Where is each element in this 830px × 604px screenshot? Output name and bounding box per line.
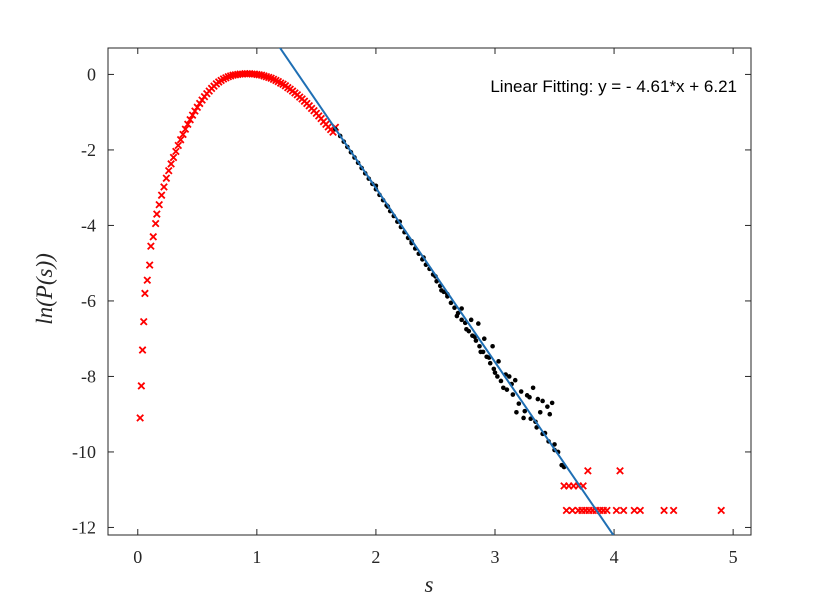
data-point-red-x bbox=[568, 506, 577, 515]
data-point-red-x bbox=[152, 210, 161, 218]
data-point-black-dot bbox=[549, 400, 555, 406]
data-point-black-dot bbox=[501, 385, 506, 391]
data-point-black-dot bbox=[504, 387, 510, 392]
data-point-red-x bbox=[669, 506, 678, 515]
data-point-black-dot bbox=[498, 378, 504, 384]
data-point-black-dot bbox=[540, 398, 545, 404]
data-point-red-x bbox=[138, 346, 147, 354]
y-tick-label: -8 bbox=[81, 366, 96, 386]
data-point-red-x bbox=[157, 191, 166, 200]
plot-frame bbox=[107, 47, 752, 536]
data-point-black-dot bbox=[527, 394, 532, 400]
data-point-red-x bbox=[636, 506, 645, 515]
data-point-black-dot bbox=[496, 359, 501, 364]
data-point-black-dot bbox=[530, 385, 536, 391]
annotation-text: Linear Fitting: y = - 4.61*x + 6.21 bbox=[490, 77, 737, 96]
y-tick-label: -12 bbox=[72, 517, 96, 537]
data-point-black-dot bbox=[510, 392, 516, 397]
x-tick-label: 5 bbox=[729, 547, 738, 567]
data-point-red-x bbox=[612, 506, 621, 515]
data-point-red-x bbox=[619, 506, 628, 515]
data-point-black-dot bbox=[454, 313, 460, 319]
data-point-red-x bbox=[630, 506, 639, 515]
data-point-red-x bbox=[145, 261, 154, 269]
data-point-red-x bbox=[149, 232, 158, 241]
data-point-black-dot bbox=[506, 374, 512, 379]
data-point-black-dot bbox=[439, 288, 444, 293]
data-point-black-dot bbox=[459, 306, 464, 311]
data-point-red-x bbox=[141, 289, 149, 298]
x-tick-label: 2 bbox=[371, 547, 380, 567]
x-tick-label: 0 bbox=[133, 547, 142, 567]
data-point-black-dot bbox=[481, 336, 487, 341]
data-point-black-dot bbox=[547, 411, 553, 417]
data-point-red-x bbox=[172, 147, 180, 156]
x-tick-label: 4 bbox=[610, 547, 619, 567]
data-point-red-x bbox=[191, 107, 199, 115]
data-point-black-dot bbox=[492, 370, 498, 375]
data-point-black-dot bbox=[552, 442, 557, 447]
y-tick-label: 0 bbox=[87, 64, 96, 84]
data-point-red-x bbox=[186, 115, 194, 124]
data-point-red-x bbox=[176, 135, 185, 144]
data-point-red-x bbox=[136, 414, 144, 422]
data-point-black-dot bbox=[522, 408, 528, 414]
data-point-red-x bbox=[174, 141, 183, 150]
data-point-red-x bbox=[193, 103, 202, 112]
data-point-red-x bbox=[155, 200, 164, 209]
data-point-red-x bbox=[179, 130, 187, 139]
y-axis-label: ln(P(s)) bbox=[32, 253, 57, 325]
data-point-black-dot bbox=[452, 305, 457, 311]
data-point-red-x bbox=[164, 166, 173, 175]
data-point-black-dot bbox=[477, 343, 482, 349]
data-point-black-dot bbox=[514, 410, 519, 415]
data-point-black-dot bbox=[495, 374, 500, 379]
fit-line bbox=[278, 48, 615, 535]
x-tick-label: 3 bbox=[490, 547, 499, 567]
data-point-black-dot bbox=[448, 300, 454, 306]
y-tick-label: -6 bbox=[81, 291, 96, 311]
data-point-red-x bbox=[183, 120, 192, 129]
data-point-red-x bbox=[139, 317, 148, 326]
data-point-black-dot bbox=[459, 317, 464, 323]
data-point-red-x bbox=[660, 506, 668, 515]
y-tick-label: -10 bbox=[72, 442, 96, 462]
data-point-red-x bbox=[603, 506, 611, 515]
x-tick-label: 1 bbox=[252, 547, 261, 567]
data-point-black-dot bbox=[516, 401, 522, 406]
data-point-red-x bbox=[169, 153, 178, 162]
y-tick-label: -2 bbox=[81, 140, 96, 160]
data-point-red-x bbox=[147, 242, 155, 251]
data-point-black-dot bbox=[464, 326, 469, 332]
data-point-red-x bbox=[188, 111, 197, 120]
data-point-red-x bbox=[562, 506, 571, 515]
data-point-red-x bbox=[181, 125, 190, 134]
data-point-red-x bbox=[717, 506, 726, 515]
data-point-black-dot bbox=[521, 415, 526, 421]
data-point-red-x bbox=[167, 160, 175, 168]
data-point-red-x bbox=[616, 466, 624, 475]
data-point-black-dot bbox=[518, 389, 524, 394]
x-axis-label: s bbox=[425, 572, 434, 597]
plot-layer: 0 1 2 3 4 5 -12 -10 -8 -6 -4 -2 0 bbox=[72, 47, 752, 567]
data-point-black-dot bbox=[468, 317, 474, 323]
data-point-black-dot bbox=[545, 404, 550, 409]
data-point-black-dot bbox=[512, 377, 518, 383]
data-point-black-dot bbox=[491, 366, 497, 372]
data-point-red-x bbox=[584, 466, 592, 475]
data-point-black-dot bbox=[490, 343, 495, 349]
data-point-black-dot bbox=[535, 396, 541, 402]
data-point-black-dot bbox=[476, 321, 481, 326]
data-point-red-x bbox=[151, 219, 160, 228]
data-point-black-dot bbox=[478, 349, 484, 355]
data-point-black-dot bbox=[473, 338, 479, 343]
data-point-red-x bbox=[162, 174, 171, 183]
data-point-black-dot bbox=[537, 410, 543, 415]
data-point-red-x bbox=[160, 183, 168, 191]
data-point-red-x bbox=[143, 276, 152, 285]
data-point-black-dot bbox=[487, 360, 493, 366]
data-point-red-x bbox=[137, 382, 146, 390]
y-tick-label: -4 bbox=[81, 215, 96, 235]
